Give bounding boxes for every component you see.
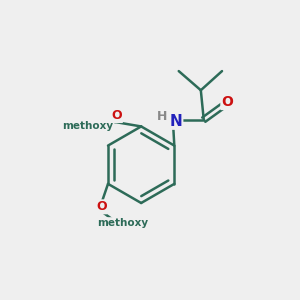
Text: O: O	[111, 109, 122, 122]
Text: O: O	[221, 95, 233, 109]
Text: N: N	[169, 114, 182, 129]
Text: methoxy: methoxy	[62, 121, 113, 130]
Text: methoxy: methoxy	[97, 218, 148, 228]
Text: O: O	[96, 200, 107, 213]
Text: H: H	[157, 110, 167, 123]
